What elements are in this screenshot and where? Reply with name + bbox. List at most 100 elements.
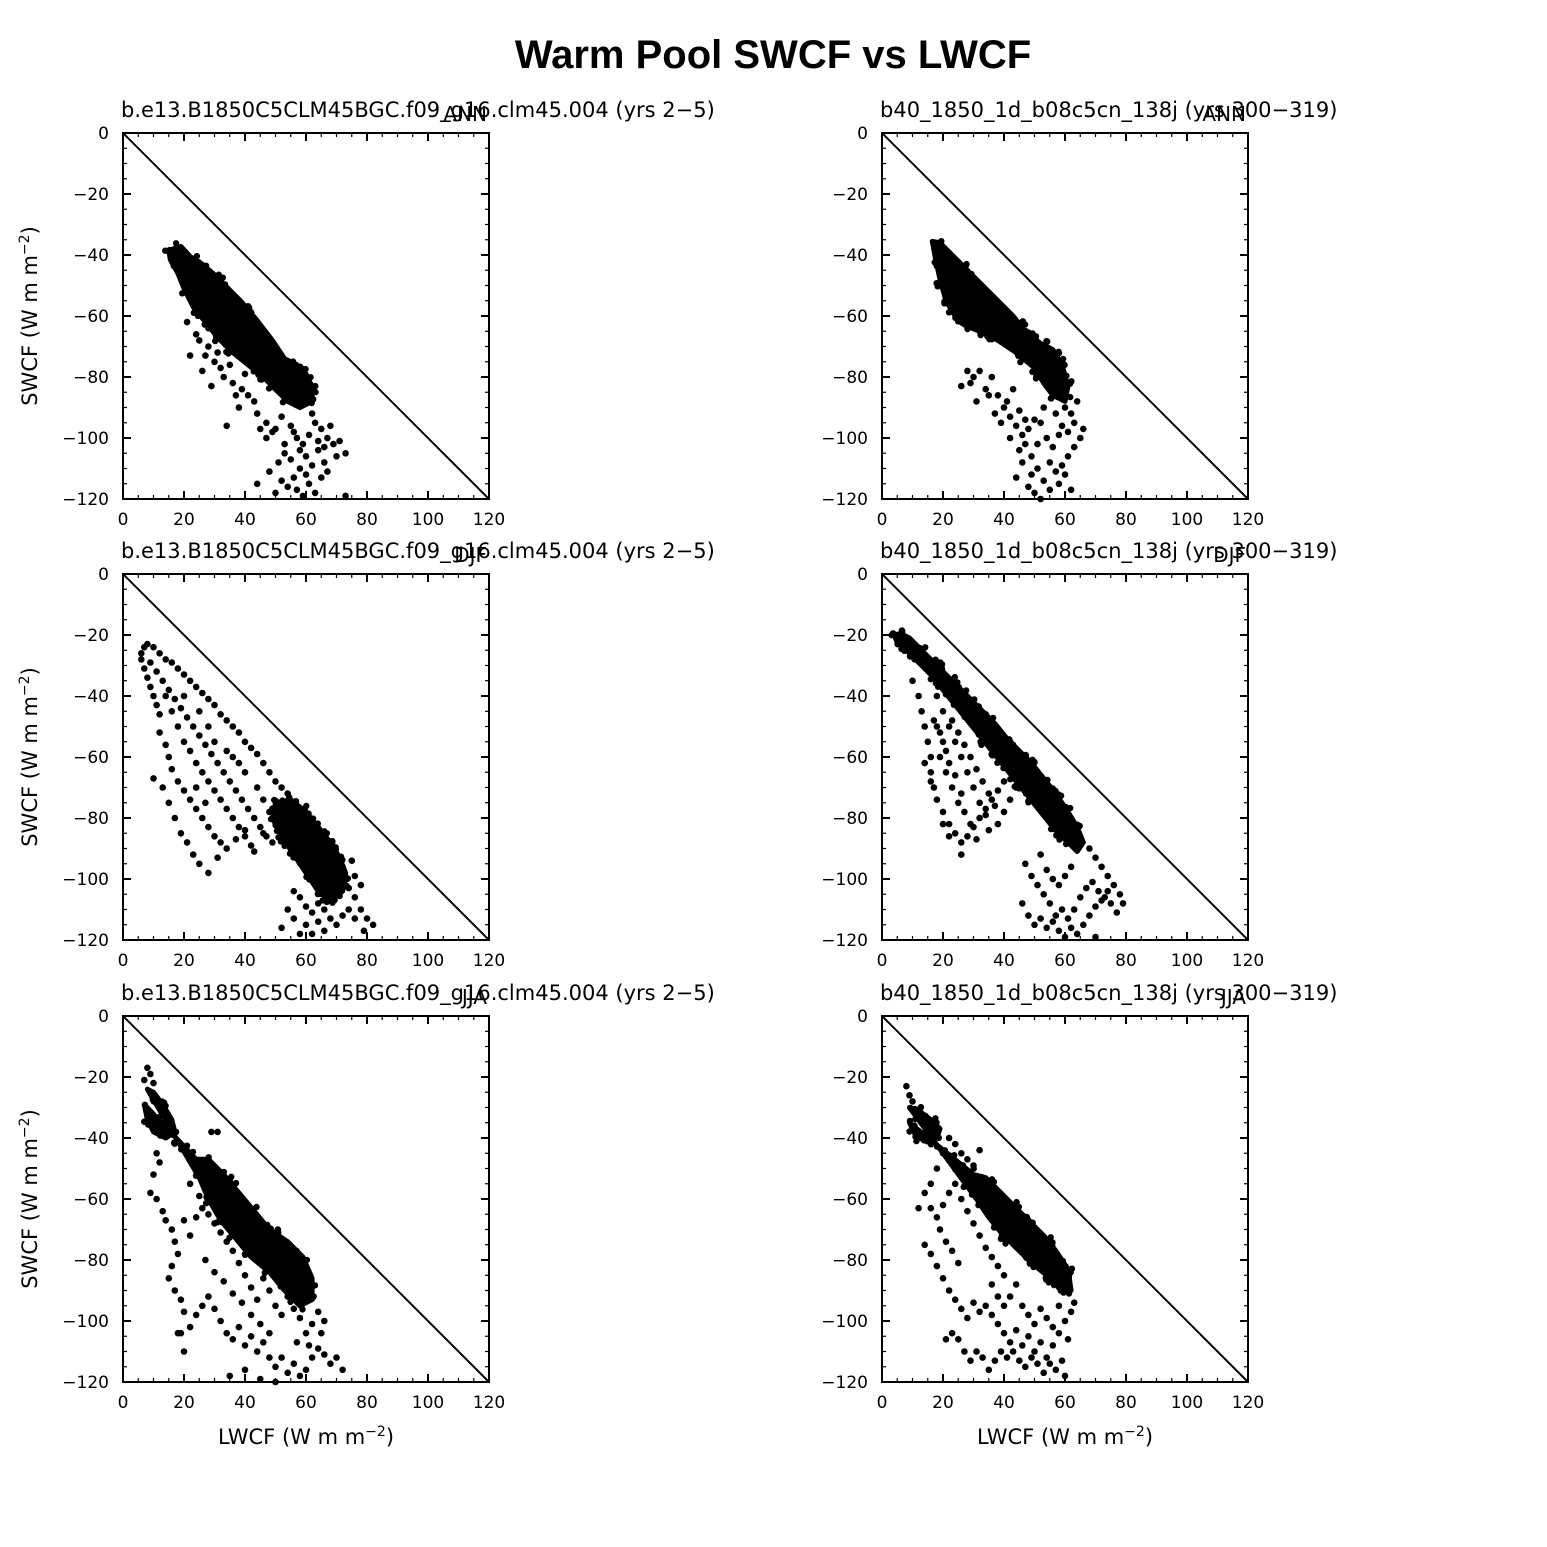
scatter-point [159, 1207, 166, 1215]
scatter-point [901, 647, 908, 654]
scatter-point [988, 1281, 996, 1288]
scatter-point [344, 875, 351, 882]
scatter-point [1047, 1234, 1054, 1241]
scatter-point [223, 747, 230, 755]
scatter-point [247, 1311, 255, 1319]
scatter-point [1055, 1302, 1063, 1310]
scatter-point [241, 769, 249, 776]
scatter-point [1003, 398, 1011, 405]
scatter-point [298, 1295, 306, 1302]
scatter-point [1062, 378, 1070, 385]
scatter-point [1062, 840, 1070, 848]
y-tick-label: 0 [98, 124, 109, 144]
scatter-point [936, 729, 944, 736]
scatter-point [1049, 1323, 1057, 1331]
scatter-point [312, 382, 319, 390]
scatter-point [1073, 398, 1081, 405]
scatter-point [194, 270, 201, 277]
scatter-point [933, 1119, 940, 1126]
panel-title: b40_1850_1d_b08c5cn_138j (yrs 300−319) [880, 98, 1337, 123]
y-tick-label: −100 [62, 429, 109, 449]
scatter-point [225, 344, 232, 351]
scatter-point [241, 370, 249, 378]
scatter-point [217, 364, 224, 372]
scatter-point [150, 1079, 157, 1087]
scatter-point [287, 456, 295, 463]
scatter-point [159, 784, 166, 791]
scatter-point [955, 799, 962, 807]
scatter-point [1064, 453, 1072, 460]
scatter-point [1000, 1302, 1008, 1310]
scatter-point [144, 640, 151, 648]
scatter-point [1014, 1224, 1021, 1231]
scatter-point [257, 823, 264, 831]
scatter-point [321, 443, 328, 451]
reference-line [122, 1015, 490, 1383]
y-tick-label: −80 [832, 368, 868, 388]
scatter-point [162, 1102, 169, 1110]
scatter-point [278, 784, 285, 791]
scatter-point [961, 1348, 968, 1355]
scatter-point [303, 1272, 310, 1279]
scatter-point [241, 826, 249, 834]
scatter-point [1039, 356, 1046, 364]
scatter-point [236, 1233, 243, 1240]
scatter-point [921, 759, 928, 767]
scatter-point [250, 814, 258, 822]
scatter-point [1098, 863, 1105, 871]
panel-title: b40_1850_1d_b08c5cn_138j (yrs 300−319) [880, 539, 1337, 564]
scatter-point [973, 1348, 980, 1355]
x-tick-label: 0 [877, 510, 888, 530]
scatter-point [1009, 385, 1017, 393]
scatter-point [1023, 1230, 1030, 1237]
scatter-point [906, 1117, 914, 1125]
scatter-point [964, 833, 971, 840]
scatter-point [258, 1237, 266, 1245]
scatter-point [205, 723, 212, 730]
scatter-point [290, 1248, 297, 1255]
scatter-point [225, 350, 232, 357]
scatter-point [1077, 894, 1084, 901]
scatter-point [223, 1238, 230, 1245]
scatter-point [1046, 486, 1054, 494]
scatter-point [278, 924, 285, 932]
scatter-point [1003, 747, 1011, 755]
scatter-point [1049, 443, 1057, 451]
scatter-point [1104, 887, 1111, 895]
scatter-point [211, 1220, 218, 1227]
x-tick-label: 0 [118, 951, 129, 971]
scatter-point [327, 842, 334, 850]
scatter-point [282, 827, 289, 834]
scatter-point [302, 1329, 310, 1337]
scatter-point [912, 1133, 919, 1140]
scatter-point [915, 1204, 922, 1212]
scatter-point [911, 1122, 918, 1129]
scatter-point [963, 260, 970, 268]
scatter-point [1053, 832, 1060, 839]
scatter-point [141, 1076, 148, 1084]
scatter-point [1019, 1302, 1026, 1310]
scatter-point [1052, 376, 1059, 383]
scatter-point [274, 386, 281, 394]
scatter-point [151, 1127, 158, 1135]
scatter-point [1023, 755, 1030, 762]
scatter-point [208, 382, 215, 390]
x-tick-label: 60 [295, 510, 317, 530]
scatter-point [211, 1196, 219, 1203]
scatter-point [301, 826, 308, 834]
scatter-point [921, 1241, 928, 1249]
y-tick-label: −40 [832, 246, 868, 266]
scatter-point [1050, 1281, 1058, 1289]
panel-title: b40_1850_1d_b08c5cn_138j (yrs 300−319) [880, 981, 1337, 1006]
scatter-point [205, 823, 212, 831]
scatter-point [958, 309, 965, 316]
scatter-point [955, 684, 963, 691]
scatter-point [327, 915, 334, 922]
scatter-point [180, 1348, 188, 1355]
panel-2: b40_1850_1d_b08c5cn_138j (yrs 300−319)AN… [821, 98, 1337, 530]
scatter-point [220, 769, 227, 776]
scatter-point [927, 676, 934, 683]
reference-line [881, 1015, 1249, 1383]
scatter-point [285, 812, 292, 820]
scatter-point [1058, 1284, 1065, 1292]
